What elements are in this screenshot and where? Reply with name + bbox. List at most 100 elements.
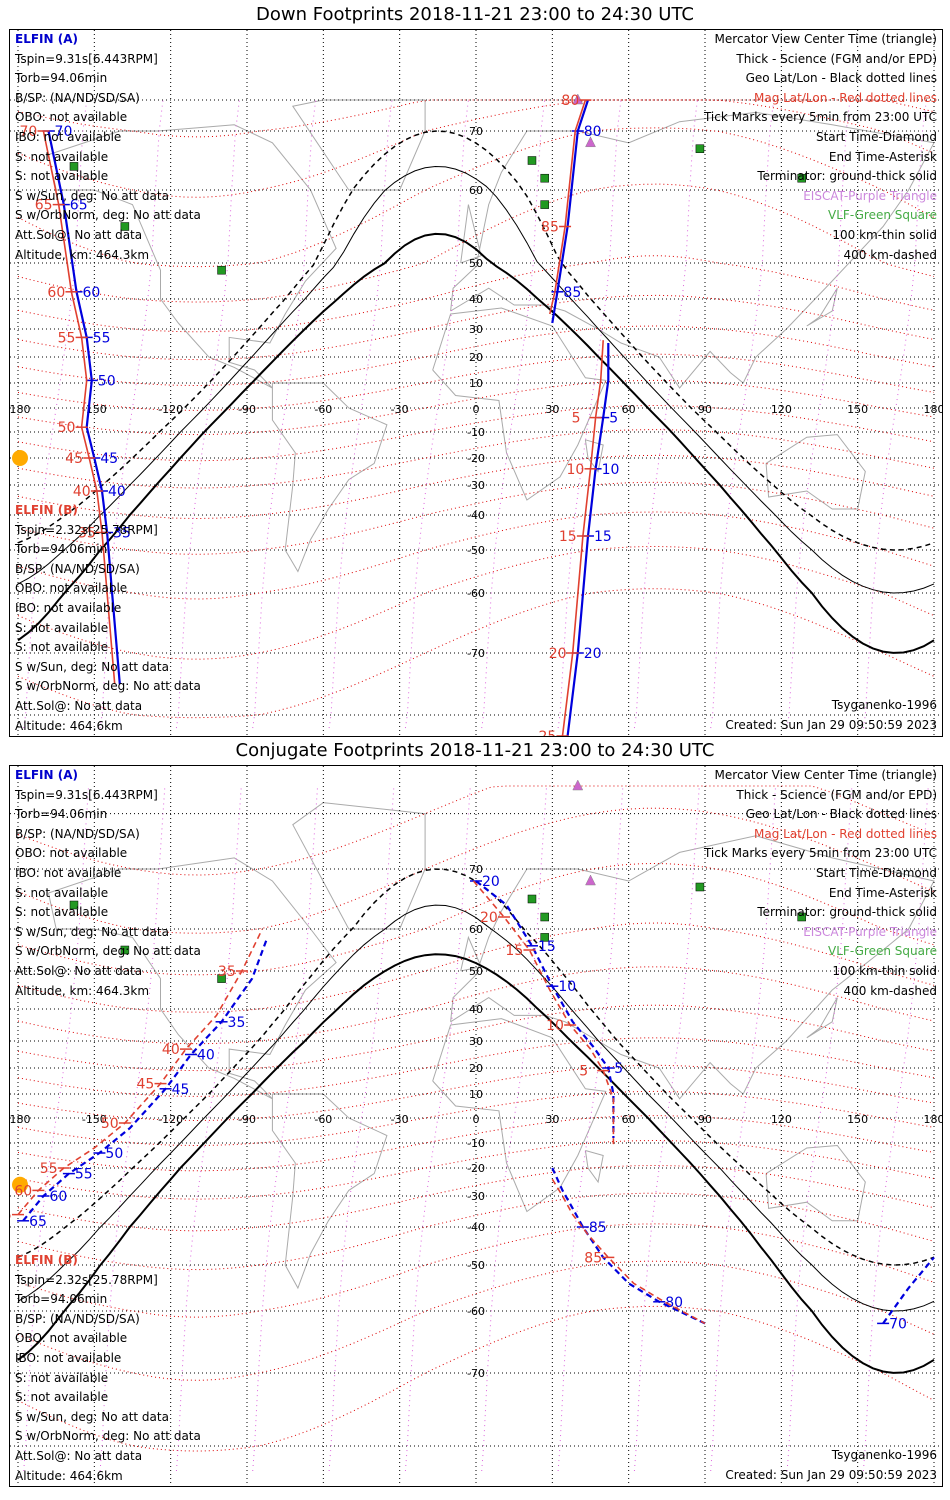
down-map-svg: -180 -150 -120 -90 -60 -30 0 30 60 90 120 150 180 70 6…	[10, 30, 942, 736]
tick-label: 40	[197, 1048, 215, 1064]
tick-label: 20	[549, 646, 567, 662]
legend-item: 100 km-thin solid	[832, 963, 937, 978]
tick-label: 70	[55, 124, 73, 140]
tick-label: 20	[482, 874, 500, 890]
tick-label: 55	[40, 1161, 58, 1177]
elfin-b-line: S w/OrbNorm, deg: No att data	[15, 679, 201, 694]
elfin-a-line: S: not available	[15, 905, 109, 920]
eiscat-triangle	[585, 136, 596, 148]
eiscat-triangle	[572, 779, 584, 791]
lon-label: -60	[314, 403, 332, 416]
vlf-square	[527, 894, 537, 904]
lat-label: 20	[469, 1062, 483, 1075]
elfin-b-line: S w/OrbNorm, deg: No att data	[15, 1429, 201, 1444]
tick-label: 5	[609, 411, 618, 427]
tick-label: 65	[29, 1214, 47, 1230]
lon-label: 150	[847, 403, 868, 416]
vlf-square	[527, 156, 537, 165]
tick-label: 60	[83, 285, 101, 301]
elfin-a-line: Att.Sol@: No att data	[15, 227, 143, 242]
elfin-a-line: S w/OrbNorm, deg: No att data	[15, 208, 201, 223]
tick-label: 45	[172, 1082, 190, 1098]
continent-outline	[460, 935, 482, 972]
continent-outline	[432, 1018, 607, 1213]
tick-label: 15	[594, 529, 612, 545]
legend: Mercator View Center Time (triangle) Thi…	[704, 30, 937, 265]
mag-parallel	[17, 1260, 935, 1381]
elfin-b-info: ELFIN (B) Tspin=2.32s[25.78RPM] Torb=94.…	[15, 501, 201, 736]
tick-label: 15	[538, 939, 556, 955]
tick-label: 65	[10, 1208, 12, 1224]
lat-label: 70	[469, 863, 483, 876]
lon-label: 30	[545, 403, 559, 416]
elfin-a-line: S w/OrbNorm, deg: No att data	[15, 944, 201, 959]
legend: Mercator View Center Time (triangle) Thi…	[704, 766, 937, 1001]
tick-label: 40	[108, 484, 126, 500]
vlf-square	[797, 912, 806, 922]
elfin-b-line: S: not available	[15, 1390, 109, 1405]
legend-item: 100 km-thin solid	[832, 227, 937, 242]
tick-label: 80	[584, 124, 602, 140]
lat-label: 10	[469, 1088, 483, 1101]
continent-outline	[450, 111, 935, 389]
tick-label: 50	[105, 1146, 123, 1162]
continent-outline	[432, 307, 607, 501]
footprint-track	[882, 1256, 935, 1325]
mag-parallel	[17, 1164, 935, 1232]
legend-item: VLF-Green Square	[828, 944, 937, 959]
conjugate-footprints-panel: -180 -150 -120 -90 -60 -30 0 30 60 90 120 150 180 70 6…	[9, 765, 943, 1487]
legend-item: Geo Lat/Lon - Black dotted lines	[745, 71, 937, 86]
mag-parallel	[17, 1090, 935, 1147]
lat-label: -30	[467, 1190, 485, 1203]
legend-item: End Time-Asterisk	[828, 885, 937, 900]
legend-item: Start Time-Diamond	[815, 129, 937, 144]
elfin-b-line: B/SP: (NA/ND/SD/SA)	[15, 561, 140, 576]
tick-label: 10	[546, 1018, 564, 1034]
lat-label: -10	[467, 426, 485, 439]
continent-outline	[584, 439, 604, 473]
conjugate-map-svg: -180 -150 -120 -90 -60 -30 0 30 60 90 120 150 180 70 6…	[10, 766, 942, 1486]
lon-label: -90	[238, 403, 256, 416]
elfin-b-line: Tspin=2.32s[25.78RPM]	[15, 522, 158, 537]
legend-item: End Time-Asterisk	[828, 149, 937, 164]
elfin-a-line: IBO: not available	[15, 865, 122, 880]
mag-meridian	[328, 785, 395, 1472]
lon-label: 30	[545, 1113, 559, 1126]
lat-label: -60	[467, 587, 485, 600]
mag-parallel	[17, 545, 935, 660]
vlf-square	[695, 144, 705, 153]
tick-label: 60	[14, 1183, 32, 1199]
vlf-square	[69, 162, 79, 171]
lon-label: 60	[622, 403, 636, 416]
legend-item: EISCAT-Purple Triangle	[803, 188, 937, 203]
lat-label: -50	[467, 1259, 485, 1272]
vlf-square	[540, 912, 549, 922]
tick-label: 50	[101, 1116, 119, 1132]
tick-label: 20	[480, 910, 498, 926]
continent-outline	[460, 204, 482, 264]
legend-item: Mag Lat/Lon - Red dotted lines	[753, 90, 937, 105]
footer-info: Tsyganenko-1996 Created: Sun Jan 29 09:5…	[725, 696, 937, 735]
vlf-square	[120, 222, 130, 231]
lon-label: 120	[771, 403, 792, 416]
legend-item: Tick Marks every 5min from 23:00 UTC	[703, 846, 937, 861]
tick-label: 80	[665, 1295, 683, 1311]
elfin-b-line: S: not available	[15, 640, 109, 655]
created-timestamp: Created: Sun Jan 29 09:50:59 2023	[725, 1467, 937, 1482]
vlf-square	[217, 974, 226, 983]
lon-label: 90	[698, 1113, 712, 1126]
lat-label: 70	[469, 125, 483, 138]
continent-outline	[806, 997, 838, 1039]
down-footprints-panel: -180 -150 -120 -90 -60 -30 0 30 60 90 120 150 180 70 6…	[9, 29, 943, 737]
elfin-b-line: Att.Sol@: No att data	[15, 698, 143, 713]
elfin-b-line: IBO: not available	[15, 600, 122, 615]
legend-item: Mercator View Center Time (triangle)	[714, 32, 937, 46]
continent-outline	[291, 99, 426, 191]
mag-meridian	[252, 785, 319, 1472]
legend-item: EISCAT-Purple Triangle	[803, 924, 937, 939]
lon-label: 60	[622, 1113, 636, 1126]
elfin-a-line: B/SP: (NA/ND/SD/SA)	[15, 826, 140, 841]
model-name: Tsyganenko-1996	[831, 698, 937, 712]
elfin-b-name: ELFIN (B)	[15, 1253, 78, 1267]
mag-meridian	[862, 785, 929, 1472]
